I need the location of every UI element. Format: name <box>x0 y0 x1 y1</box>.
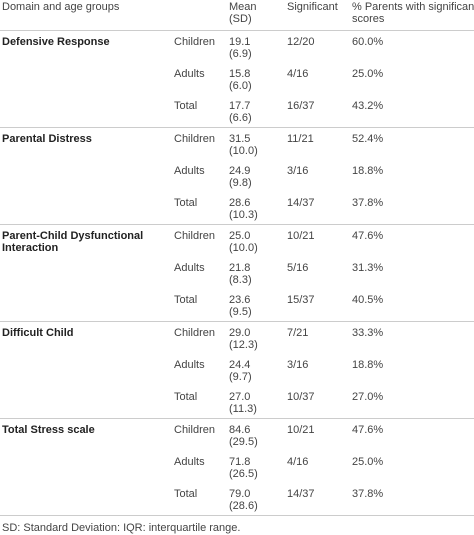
age-group: Children <box>174 424 215 436</box>
significant: 3/16 <box>287 359 309 371</box>
age-group: Total <box>174 391 198 403</box>
percent: 47.6% <box>352 230 384 242</box>
mean: 84.6 <box>229 424 251 436</box>
sd: (9.5) <box>229 306 252 318</box>
group-rule <box>0 418 474 419</box>
percent: 47.6% <box>352 424 384 436</box>
significant: 14/37 <box>287 197 315 209</box>
mean: 24.9 <box>229 165 251 177</box>
sd: (26.5) <box>229 468 258 480</box>
mean: 15.8 <box>229 68 251 80</box>
significant: 3/16 <box>287 165 309 177</box>
significant: 10/21 <box>287 424 315 436</box>
significant: 11/21 <box>287 133 314 145</box>
sd: (10.0) <box>229 242 258 254</box>
header-domain: Domain and age groups <box>2 1 120 13</box>
percent: 33.3% <box>352 327 384 339</box>
domain-name: Defensive Response <box>2 36 110 48</box>
percent: 18.8% <box>352 165 384 177</box>
mean: 23.6 <box>229 294 251 306</box>
sd: (9.7) <box>229 371 252 383</box>
mean: 27.0 <box>229 391 251 403</box>
sd: (10.3) <box>229 209 258 221</box>
group-rule <box>0 321 474 322</box>
significant: 7/21 <box>287 327 309 339</box>
sd: (28.6) <box>229 500 258 512</box>
sd: (29.5) <box>229 436 258 448</box>
sd: (12.3) <box>229 339 258 351</box>
significant: 15/37 <box>287 294 315 306</box>
age-group: Children <box>174 133 215 145</box>
sd: (10.0) <box>229 145 258 157</box>
footnote: SD: Standard Deviation: IQR: interquarti… <box>2 522 241 534</box>
age-group: Adults <box>174 456 205 468</box>
age-group: Total <box>174 197 198 209</box>
percent: 40.5% <box>352 294 384 306</box>
sd: (11.3) <box>229 403 257 415</box>
percent: 37.8% <box>352 488 384 500</box>
age-group: Children <box>174 230 215 242</box>
domain-name: Total Stress scale <box>2 424 95 436</box>
percent: 37.8% <box>352 197 384 209</box>
sd: (8.3) <box>229 274 252 286</box>
mean: 28.6 <box>229 197 251 209</box>
domain-name: Parent-Child Dysfunctional Interaction <box>2 230 144 254</box>
header-percent: % Parents with significant scores <box>352 1 474 25</box>
significant: 10/21 <box>287 230 315 242</box>
domain-name: Difficult Child <box>2 327 74 339</box>
percent: 43.2% <box>352 100 384 112</box>
mean: 24.4 <box>229 359 251 371</box>
percent: 25.0% <box>352 68 384 80</box>
significant: 4/16 <box>287 456 309 468</box>
domain-name: Parental Distress <box>2 133 92 145</box>
age-group: Children <box>174 36 215 48</box>
mean: 31.5 <box>229 133 251 145</box>
age-group: Total <box>174 488 198 500</box>
mean: 71.8 <box>229 456 251 468</box>
sd: (9.8) <box>229 177 252 189</box>
significant: 5/16 <box>287 262 309 274</box>
mean: 17.7 <box>229 100 251 112</box>
header-rule <box>0 30 474 31</box>
age-group: Adults <box>174 359 205 371</box>
percent: 25.0% <box>352 456 384 468</box>
mean: 25.0 <box>229 230 251 242</box>
mean: 19.1 <box>229 36 251 48</box>
header-significant: Significant <box>287 1 338 13</box>
percent: 60.0% <box>352 36 384 48</box>
percent: 52.4% <box>352 133 384 145</box>
percent: 18.8% <box>352 359 384 371</box>
mean: 79.0 <box>229 488 251 500</box>
significant: 4/16 <box>287 68 309 80</box>
significant: 10/37 <box>287 391 315 403</box>
mean: 21.8 <box>229 262 251 274</box>
percent: 27.0% <box>352 391 384 403</box>
age-group: Adults <box>174 262 205 274</box>
age-group: Adults <box>174 165 205 177</box>
significant: 12/20 <box>287 36 315 48</box>
percent: 31.3% <box>352 262 384 274</box>
age-group: Total <box>174 100 198 112</box>
header-mean: Mean (SD) <box>229 1 257 25</box>
age-group: Total <box>174 294 198 306</box>
group-rule <box>0 127 474 128</box>
group-rule <box>0 224 474 225</box>
sd: (6.0) <box>229 80 252 92</box>
sd: (6.6) <box>229 112 252 124</box>
age-group: Adults <box>174 68 205 80</box>
group-rule <box>0 515 474 516</box>
age-group: Children <box>174 327 215 339</box>
significant: 14/37 <box>287 488 315 500</box>
significant: 16/37 <box>287 100 315 112</box>
sd: (6.9) <box>229 48 252 60</box>
mean: 29.0 <box>229 327 251 339</box>
